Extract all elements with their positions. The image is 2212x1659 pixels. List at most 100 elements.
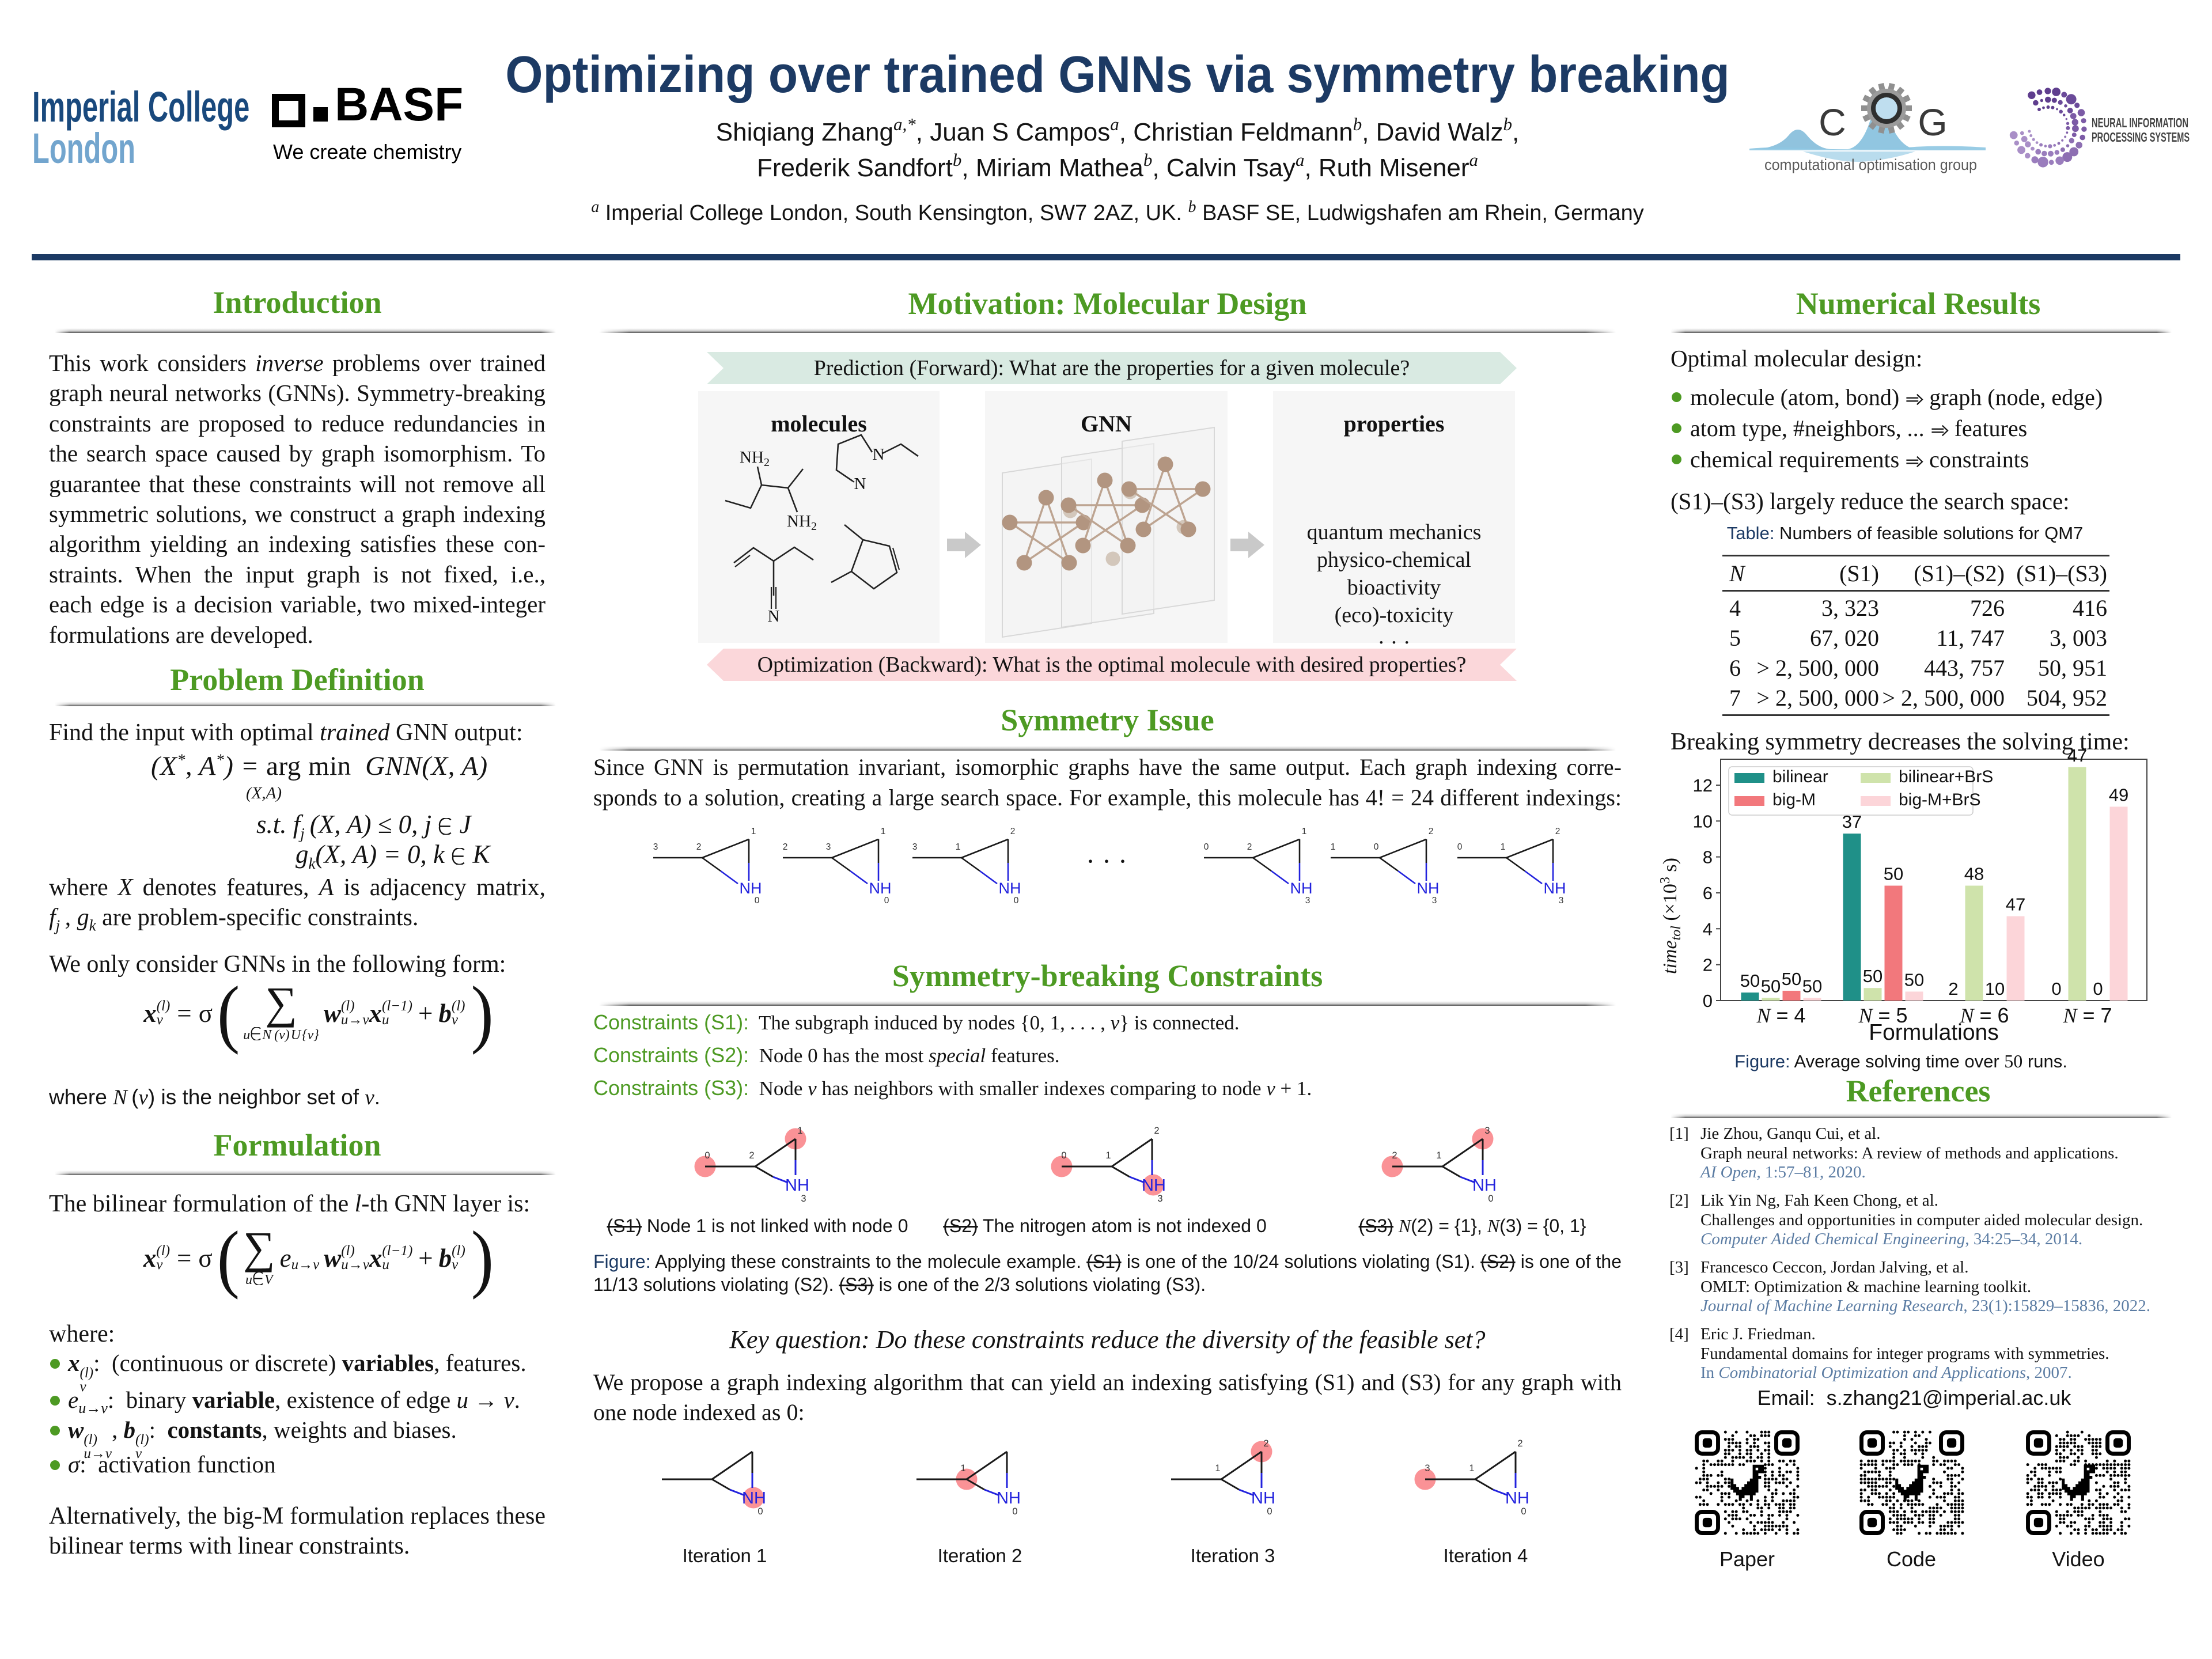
- svg-text:N: N: [854, 475, 866, 493]
- svg-text:2: 2: [783, 842, 788, 852]
- svg-text:N: N: [768, 607, 780, 626]
- svg-text:NH: NH: [869, 880, 892, 897]
- svg-text:NH: NH: [785, 1176, 809, 1195]
- svg-text:NH: NH: [999, 880, 1021, 897]
- svg-text:0: 0: [704, 1150, 710, 1161]
- svg-text:48: 48: [1964, 864, 1984, 884]
- svg-text:1: 1: [1302, 827, 1307, 836]
- svg-text:N: N: [873, 445, 885, 464]
- svg-text:10: 10: [1693, 811, 1713, 831]
- svg-text:2: 2: [1555, 827, 1560, 836]
- svg-text:NH2: NH2: [740, 448, 770, 469]
- svg-text:2: 2: [749, 1150, 754, 1161]
- svg-text:1: 1: [1331, 842, 1336, 852]
- svg-text:NH: NH: [997, 1489, 1021, 1508]
- svg-text:3: 3: [1305, 896, 1310, 906]
- svg-text:4: 4: [1703, 919, 1713, 939]
- svg-text:bilinear: bilinear: [1772, 767, 1828, 786]
- svg-text:1: 1: [1469, 1463, 1474, 1474]
- svg-text:49: 49: [2109, 785, 2128, 805]
- svg-text:0: 0: [884, 896, 889, 906]
- svg-text:0: 0: [1204, 842, 1209, 852]
- svg-text:3: 3: [1432, 896, 1437, 906]
- svg-text:1: 1: [960, 1463, 965, 1474]
- svg-text:G: G: [1918, 101, 1947, 143]
- svg-text:1: 1: [1215, 1463, 1220, 1474]
- svg-text:47: 47: [2006, 895, 2025, 915]
- svg-text:0: 0: [757, 1506, 763, 1517]
- svg-text:50: 50: [1884, 864, 1903, 884]
- svg-text:NH: NH: [1544, 880, 1566, 897]
- svg-text:2: 2: [696, 842, 702, 852]
- svg-text:2: 2: [1010, 827, 1016, 836]
- svg-text:1: 1: [751, 827, 756, 836]
- svg-text:1: 1: [797, 1126, 802, 1136]
- svg-text:bilinear+BrS: bilinear+BrS: [1899, 767, 1993, 786]
- svg-text:1: 1: [1501, 842, 1506, 852]
- svg-text:3: 3: [653, 842, 658, 852]
- svg-text:2: 2: [1703, 955, 1713, 975]
- svg-text:PROCESSING SYSTEMS: PROCESSING SYSTEMS: [2092, 130, 2190, 145]
- svg-text:NH2: NH2: [787, 512, 817, 533]
- svg-text:NH: NH: [742, 1489, 766, 1508]
- svg-text:NH: NH: [1417, 880, 1440, 897]
- svg-text:50: 50: [1782, 969, 1801, 989]
- svg-text:0: 0: [1012, 1506, 1017, 1517]
- svg-text:50: 50: [1863, 966, 1883, 986]
- svg-text:NH: NH: [740, 880, 762, 897]
- svg-text:3: 3: [1157, 1194, 1162, 1204]
- svg-text:timetol (×103 s): timetol (×103 s): [1659, 858, 1684, 974]
- svg-text:50: 50: [1904, 969, 1924, 990]
- svg-text:NH: NH: [1472, 1176, 1497, 1195]
- svg-text:N = 6: N = 6: [1959, 1003, 2009, 1027]
- svg-text:1: 1: [1105, 1150, 1111, 1161]
- svg-text:NH: NH: [1505, 1489, 1529, 1508]
- svg-text:3: 3: [1559, 896, 1564, 906]
- svg-text:2: 2: [1429, 827, 1434, 836]
- svg-text:NEURAL INFORMATION: NEURAL INFORMATION: [2092, 115, 2188, 130]
- svg-text:N = 7: N = 7: [2062, 1003, 2112, 1027]
- svg-text:50: 50: [1761, 976, 1781, 996]
- svg-text:0: 0: [755, 896, 760, 906]
- svg-text:2: 2: [1247, 842, 1252, 852]
- svg-text:0: 0: [1488, 1194, 1493, 1204]
- svg-text:Formulations: Formulations: [1869, 1020, 1998, 1045]
- svg-text:0: 0: [1267, 1506, 1272, 1517]
- svg-text:50: 50: [1740, 971, 1760, 991]
- svg-text:3: 3: [1425, 1463, 1430, 1474]
- svg-text:0: 0: [1521, 1506, 1526, 1517]
- svg-text:10: 10: [1985, 979, 2005, 999]
- svg-text:1: 1: [881, 827, 886, 836]
- svg-text:12: 12: [1693, 775, 1713, 796]
- svg-text:6: 6: [1703, 883, 1713, 903]
- svg-text:2: 2: [1263, 1438, 1268, 1449]
- svg-text:3: 3: [826, 842, 831, 852]
- svg-text:47: 47: [2067, 749, 2087, 766]
- svg-text:1: 1: [1436, 1150, 1441, 1161]
- svg-text:2: 2: [1154, 1126, 1159, 1136]
- svg-text:0: 0: [1014, 896, 1019, 906]
- svg-text:NH: NH: [1290, 880, 1313, 897]
- svg-text:0: 0: [2051, 979, 2061, 999]
- svg-text:0: 0: [1061, 1150, 1066, 1161]
- svg-text:NH: NH: [1142, 1176, 1166, 1195]
- svg-text:2: 2: [1517, 1438, 1522, 1449]
- svg-text:3: 3: [1484, 1126, 1490, 1136]
- svg-text:0: 0: [1374, 842, 1379, 852]
- svg-text:2: 2: [1948, 979, 1958, 999]
- svg-text:NH: NH: [1251, 1489, 1275, 1508]
- svg-text:big-M: big-M: [1772, 790, 1816, 809]
- svg-text:0: 0: [1457, 842, 1463, 852]
- svg-text:0: 0: [2093, 979, 2103, 999]
- svg-text:1: 1: [956, 842, 961, 852]
- svg-text:computational optimisation gro: computational optimisation group: [1764, 156, 1977, 173]
- svg-text:0: 0: [1703, 991, 1713, 1011]
- svg-text:3: 3: [912, 842, 918, 852]
- svg-text:big-M+BrS: big-M+BrS: [1899, 790, 1981, 809]
- svg-text:2: 2: [1392, 1150, 1397, 1161]
- svg-text:N = 4: N = 4: [1756, 1003, 1805, 1027]
- svg-text:50: 50: [1802, 976, 1822, 996]
- svg-text:C: C: [1819, 101, 1846, 143]
- svg-text:3: 3: [801, 1194, 806, 1204]
- svg-text:N = 5: N = 5: [1858, 1003, 1907, 1027]
